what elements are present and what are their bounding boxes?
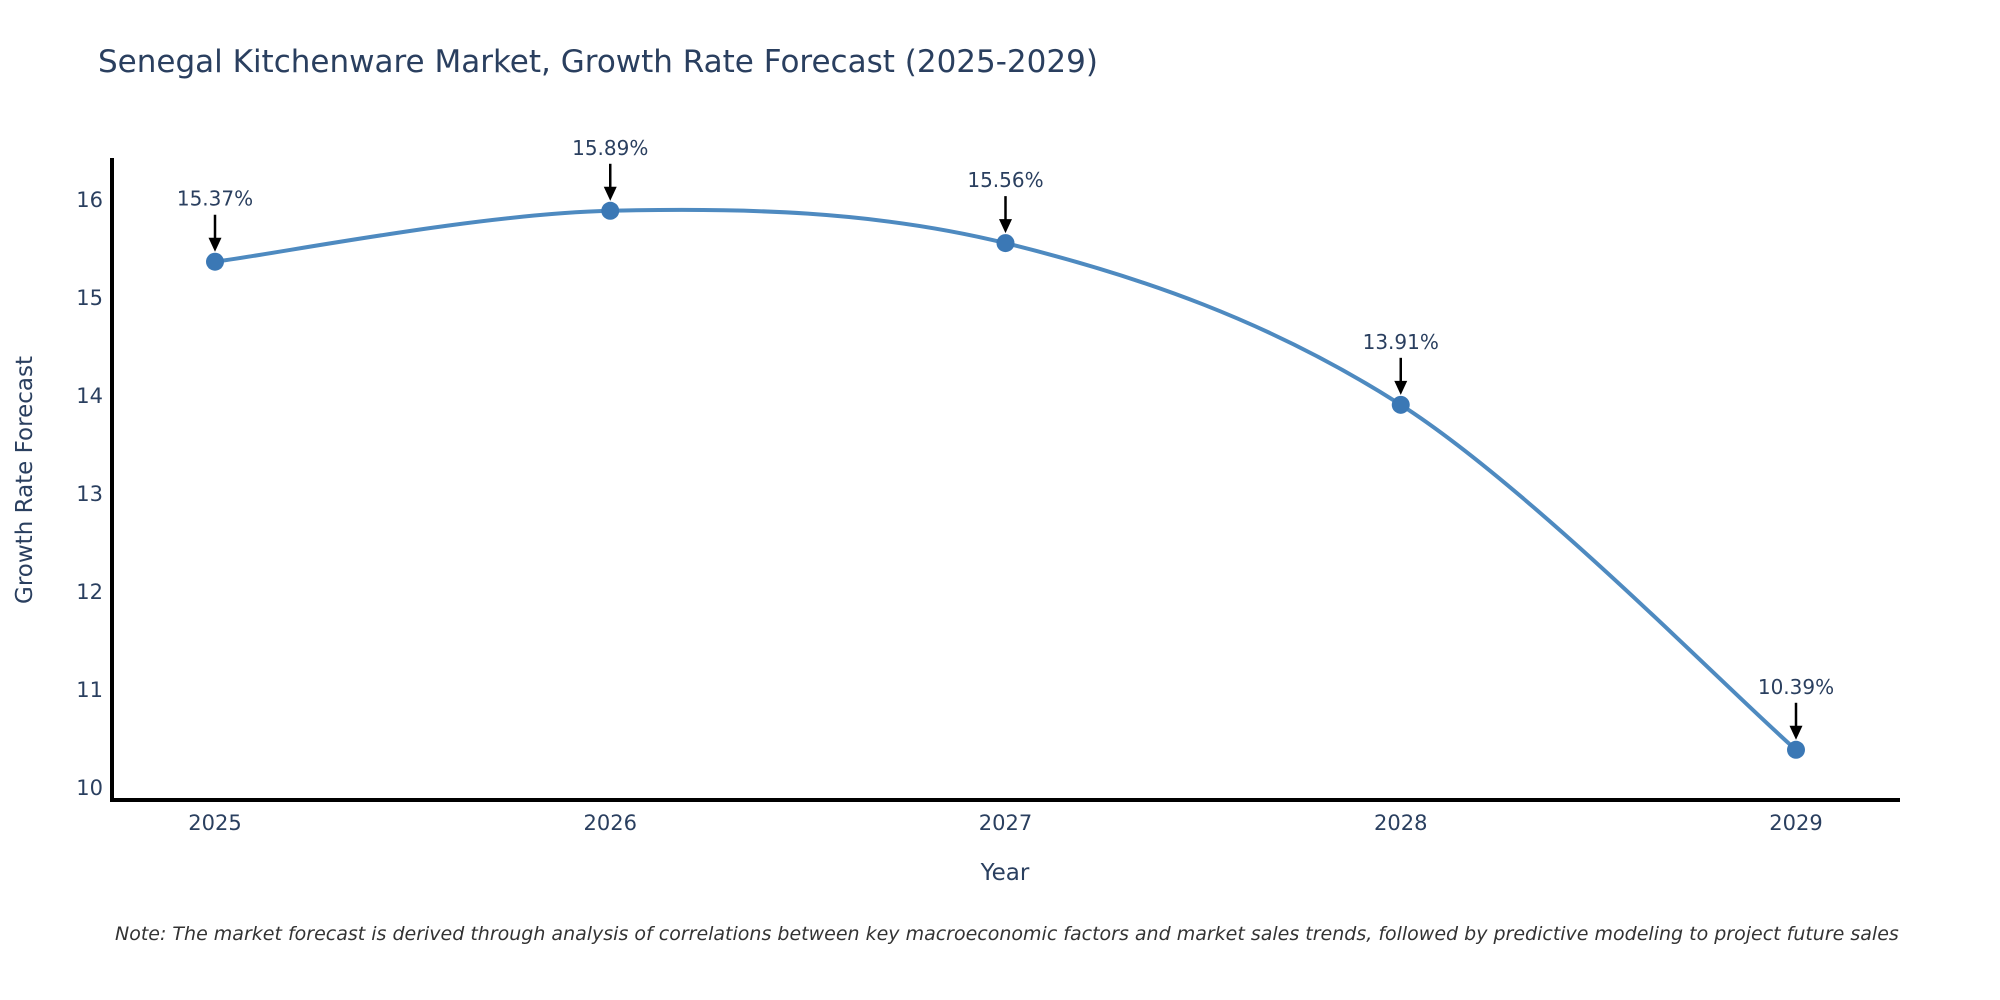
y-tick-label: 14 bbox=[76, 384, 103, 408]
data-point-marker bbox=[996, 234, 1015, 253]
data-point-marker bbox=[1787, 740, 1805, 759]
x-tick-label: 2028 bbox=[1374, 811, 1427, 835]
annotation-label: 15.56% bbox=[967, 168, 1043, 192]
x-tick-label: 2025 bbox=[188, 811, 241, 835]
plot-area: 16 15 14 13 12 11 10 2025 2026 2027 2028 2029 15.37%… bbox=[76, 136, 1900, 835]
annotation-label: 15.89% bbox=[572, 136, 648, 160]
data-point-marker bbox=[1391, 395, 1410, 414]
y-axis-title: Growth Rate Forecast bbox=[12, 356, 38, 604]
y-tick-label: 16 bbox=[76, 188, 103, 212]
annotation-label: 13.91% bbox=[1363, 330, 1439, 354]
x-tick-label: 2027 bbox=[979, 811, 1032, 835]
annotation-label: 10.39% bbox=[1758, 675, 1834, 699]
y-tick-label: 13 bbox=[76, 482, 103, 506]
x-tick-label: 2026 bbox=[584, 811, 637, 835]
chart-title: Senegal Kitchenware Market, Growth Rate … bbox=[98, 44, 1098, 80]
data-point-marker bbox=[206, 252, 224, 271]
x-axis-title: Year bbox=[980, 860, 1030, 886]
y-tick-label: 11 bbox=[76, 678, 103, 702]
annotation-arrowhead bbox=[1789, 725, 1803, 740]
y-tick-label: 12 bbox=[76, 580, 103, 604]
x-tick-label: 2029 bbox=[1769, 811, 1822, 835]
y-tick-label: 15 bbox=[76, 286, 103, 310]
annotation-arrowhead bbox=[999, 219, 1012, 234]
data-point-marker bbox=[601, 201, 620, 220]
footnote: Note: The market forecast is derived thr… bbox=[115, 923, 1899, 945]
annotation-arrowhead bbox=[208, 237, 222, 252]
y-tick-label: 10 bbox=[76, 776, 103, 800]
annotation-arrowhead bbox=[603, 186, 617, 201]
trend-line bbox=[213, 207, 1798, 752]
annotation-label: 15.37% bbox=[177, 187, 253, 211]
annotation-arrowhead bbox=[1394, 380, 1408, 395]
